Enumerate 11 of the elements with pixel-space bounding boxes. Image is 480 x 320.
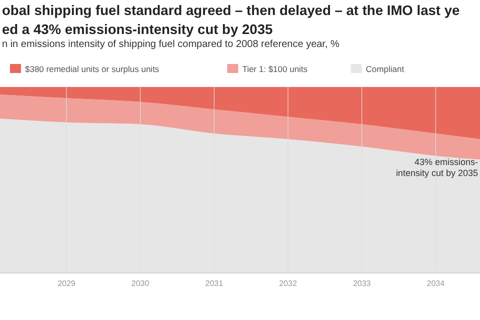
legend-label: $380 remedial units or surplus units (25, 64, 160, 74)
chart-subtitle: n in emissions intensity of shipping fuel compared to 2008 reference year, % (2, 39, 340, 50)
x-tick-label: 2032 (279, 279, 298, 288)
x-tick-label: 2033 (352, 279, 372, 288)
legend-label: Tier 1: $100 units (242, 64, 308, 74)
legend-label: Compliant (366, 64, 405, 74)
x-tick-label: 2030 (131, 279, 150, 288)
x-tick-label: 2031 (205, 279, 224, 288)
x-tick-label: 2029 (58, 279, 76, 288)
x-tick-label: 2034 (426, 279, 446, 288)
chart-title: obal shipping fuel standard agreed – then delayed – at the IMO last ye ed a 43% emissions-intensity cut by 2035 (2, 3, 460, 37)
